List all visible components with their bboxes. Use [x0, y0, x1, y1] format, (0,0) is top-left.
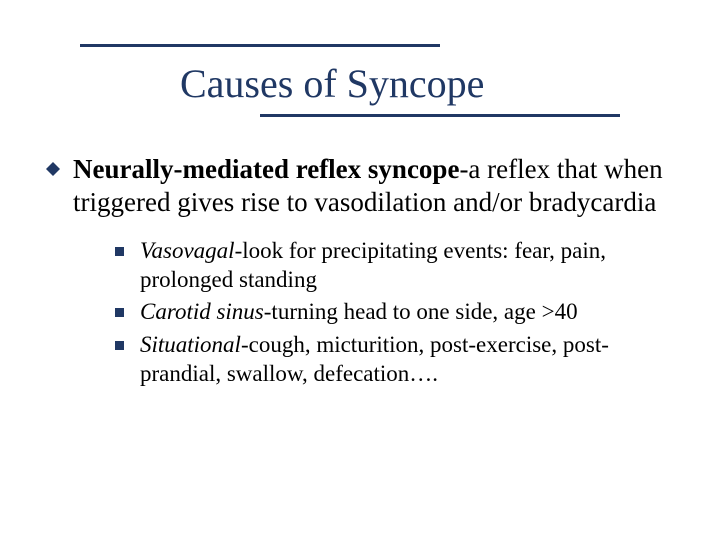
sub-bullet: Carotid sinus-turning head to one side, …: [115, 298, 670, 327]
sub-bullet-text: Situational-cough, micturition, post-exe…: [140, 331, 670, 389]
square-icon: [115, 247, 124, 256]
diamond-icon: [45, 161, 63, 177]
title-block: Causes of Syncope: [80, 50, 670, 113]
square-icon: [115, 308, 124, 317]
slide: Causes of Syncope Neurally-mediated refl…: [0, 0, 720, 540]
main-bullet-text: Neurally-mediated reflex syncope-a refle…: [73, 153, 670, 219]
title-rule-top: [80, 44, 440, 47]
sub-bullet-list: Vasovagal-look for precipitating events:…: [115, 237, 670, 389]
main-bullet-bold: Neurally-mediated reflex syncope: [73, 154, 459, 184]
main-bullet: Neurally-mediated reflex syncope-a refle…: [45, 153, 670, 219]
sub-bullet-italic: Situational: [140, 332, 241, 357]
sub-bullet-text: Vasovagal-look for precipitating events:…: [140, 237, 670, 295]
slide-body: Neurally-mediated reflex syncope-a refle…: [45, 153, 670, 389]
sub-bullet: Situational-cough, micturition, post-exe…: [115, 331, 670, 389]
square-icon: [115, 341, 124, 350]
sub-bullet-italic: Vasovagal: [140, 238, 235, 263]
slide-title: Causes of Syncope: [80, 50, 670, 113]
sub-bullet: Vasovagal-look for precipitating events:…: [115, 237, 670, 295]
sub-bullet-italic: Carotid sinus: [140, 299, 264, 324]
title-rule-bottom: [260, 114, 620, 117]
sub-bullet-rest: -turning head to one side, age >40: [264, 299, 578, 324]
sub-bullet-text: Carotid sinus-turning head to one side, …: [140, 298, 578, 327]
